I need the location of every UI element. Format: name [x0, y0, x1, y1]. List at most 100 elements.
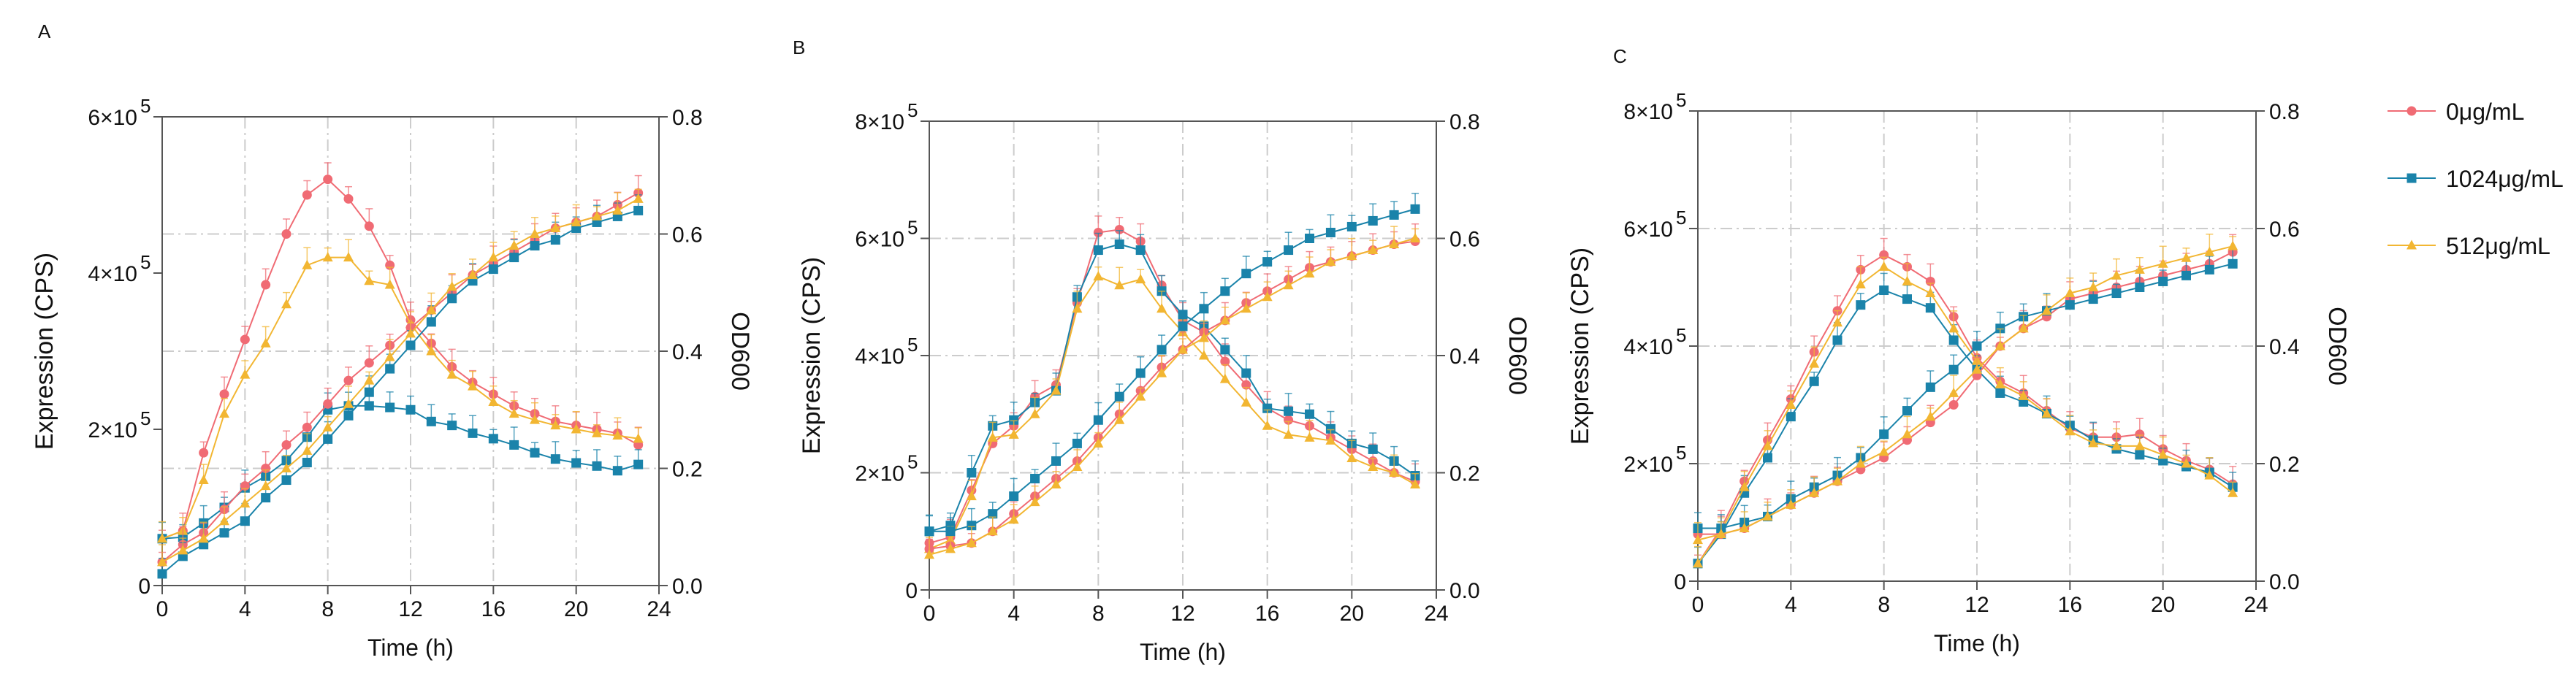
- data-point: [322, 421, 333, 432]
- data-point: [1325, 434, 1336, 445]
- y-left-tick-label: 0: [1674, 570, 1686, 594]
- data-point: [509, 440, 519, 450]
- data-point: [1879, 285, 1889, 296]
- series-line: [161, 256, 639, 540]
- data-point: [1135, 245, 1146, 256]
- data-point: [1051, 456, 1061, 466]
- series-expression-1: [157, 389, 644, 544]
- data-point: [988, 509, 998, 519]
- data-point: [2204, 469, 2215, 480]
- data-point: [343, 252, 354, 262]
- data-point: [199, 448, 209, 458]
- data-point: [1693, 558, 1703, 568]
- data-point: [1220, 356, 1230, 367]
- data-point: [945, 526, 956, 537]
- series-line: [1697, 266, 2233, 564]
- data-point: [1198, 332, 1209, 342]
- x-tick-label: 8: [321, 597, 334, 621]
- data-point: [219, 389, 229, 399]
- data-point: [343, 193, 354, 204]
- series-expression-0: [1693, 237, 2238, 569]
- data-point: [1925, 382, 1935, 392]
- data-point: [1093, 415, 1103, 425]
- data-point: [240, 369, 251, 379]
- data-point: [1051, 479, 1062, 489]
- data-point: [2088, 437, 2099, 448]
- legend-label: 0μg/mL: [2446, 99, 2524, 125]
- data-point: [1114, 239, 1124, 250]
- data-point: [447, 294, 457, 304]
- y-right-tick-label: 0.2: [1449, 462, 1480, 486]
- data-point: [508, 240, 519, 250]
- y-left-tick-label: 8×10: [1623, 100, 1673, 124]
- data-point: [1855, 458, 1866, 468]
- data-point: [1305, 234, 1314, 243]
- data-point: [2088, 294, 2098, 304]
- y-right-tick-label: 0.0: [672, 575, 703, 599]
- legend-marker: [2407, 106, 2417, 116]
- data-point: [426, 304, 437, 315]
- legend: 0μg/mL 1024μg/mL 512μg/mL: [2388, 99, 2564, 259]
- data-point: [2181, 252, 2192, 262]
- y-right-axis-label: OD600: [2323, 307, 2351, 386]
- x-tick-label: 8: [1878, 593, 1890, 617]
- data-point: [1739, 523, 1750, 533]
- data-point: [1093, 245, 1103, 256]
- data-point: [612, 466, 622, 476]
- data-point: [364, 387, 374, 397]
- data-point: [2041, 305, 2052, 315]
- data-point: [1156, 367, 1167, 377]
- y-left-tick-label: 6×10: [88, 106, 137, 130]
- panel-letter: B: [793, 37, 805, 58]
- data-point: [1902, 406, 1912, 416]
- x-tick-label: 4: [1785, 593, 1797, 617]
- gridlines: [929, 121, 1436, 590]
- data-point: [1219, 315, 1230, 325]
- data-point: [1972, 341, 1982, 351]
- series-line: [1697, 245, 2233, 541]
- series-line: [1698, 251, 2233, 535]
- data-point: [468, 428, 478, 438]
- legend-label: 1024μg/mL: [2446, 166, 2564, 192]
- data-point: [1832, 335, 1843, 345]
- data-point: [198, 533, 209, 543]
- data-point: [571, 423, 582, 434]
- data-point: [1809, 376, 1819, 386]
- data-point: [2018, 323, 2029, 333]
- data-point: [343, 410, 354, 421]
- y-left-tick-label: 4×10: [88, 262, 137, 286]
- series-line: [929, 275, 1416, 550]
- data-point: [966, 537, 977, 548]
- x-tick-label: 20: [1340, 602, 1364, 626]
- data-point: [157, 533, 167, 543]
- data-point: [1072, 438, 1082, 448]
- data-point: [1262, 257, 1273, 267]
- data-point: [405, 328, 416, 338]
- y-right-tick-label: 0.4: [1449, 345, 1480, 369]
- data-point: [2111, 288, 2122, 299]
- data-point: [157, 569, 167, 579]
- series-line: [929, 208, 1416, 532]
- data-point: [1241, 396, 1251, 407]
- data-point: [2065, 288, 2076, 298]
- data-point: [530, 229, 540, 238]
- data-point: [530, 414, 540, 424]
- series-line: [929, 229, 1416, 544]
- data-point: [1283, 280, 1294, 290]
- data-point: [1925, 411, 1936, 421]
- data-point: [1219, 373, 1230, 383]
- x-tick-label: 24: [647, 597, 671, 621]
- data-point: [322, 252, 333, 262]
- data-point: [447, 421, 457, 431]
- data-point: [261, 464, 271, 473]
- y-left-axis-label: Expression (CPS): [1566, 248, 1594, 445]
- data-point: [1346, 250, 1357, 261]
- y-left-tick-label: 0: [905, 579, 918, 603]
- data-point: [2204, 264, 2214, 275]
- data-point: [2111, 440, 2122, 450]
- data-point: [1856, 300, 1866, 310]
- y-left-tick-exponent: 5: [140, 407, 150, 429]
